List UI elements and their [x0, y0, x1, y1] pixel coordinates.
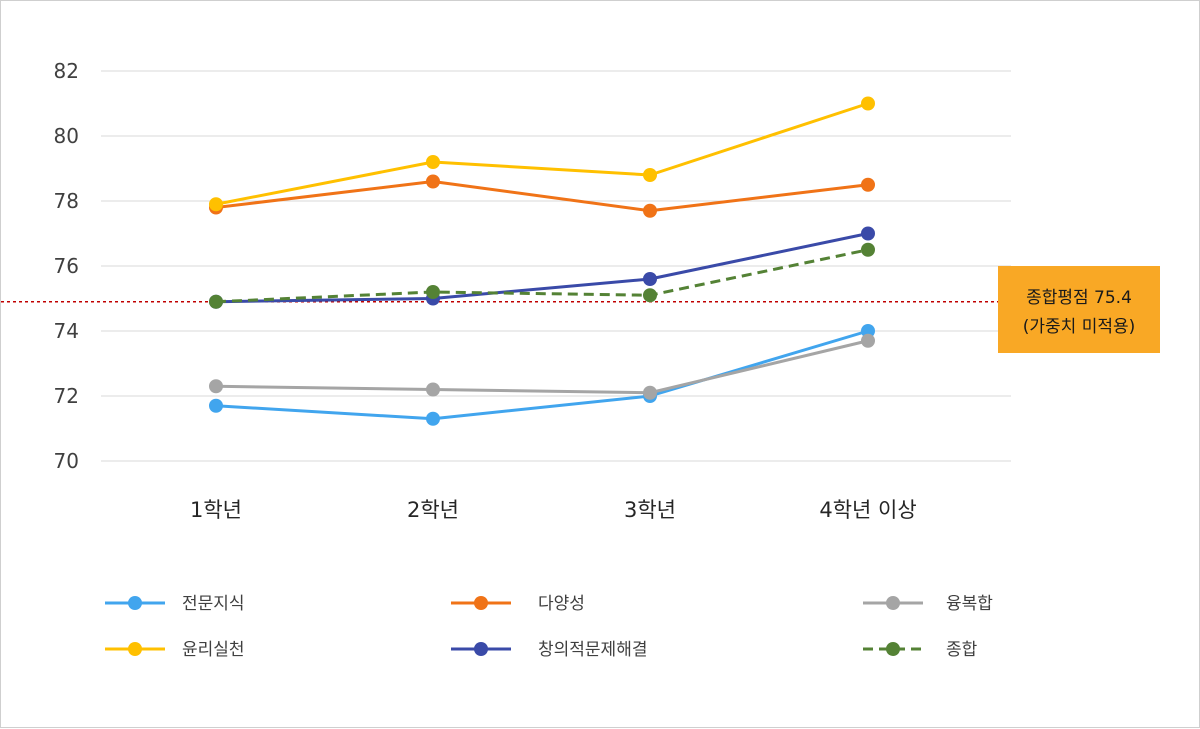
legend-swatch-marker [474, 642, 488, 656]
y-tick-label: 74 [54, 319, 79, 343]
data-point [861, 324, 875, 338]
x-axis-category-labels: 1학년 2학년 3학년 4학년 이상 [190, 498, 917, 522]
legend-item: 다양성 [451, 594, 585, 614]
data-point [209, 197, 223, 212]
data-point [426, 382, 440, 397]
x-category-label: 1학년 [190, 498, 242, 522]
data-point [426, 174, 440, 189]
x-category-label: 2학년 [407, 498, 459, 522]
series-line [215, 102, 869, 206]
legend-label: 종합 [946, 640, 978, 660]
data-point [643, 168, 657, 182]
legend-label: 윤리실천 [182, 640, 245, 660]
data-point [643, 288, 657, 303]
annotation-background [998, 266, 1160, 353]
legend-swatch-marker [474, 596, 488, 610]
y-tick-label: 78 [54, 189, 79, 213]
data-point [426, 285, 440, 299]
legend-swatch-marker [886, 642, 900, 656]
series-0 [209, 324, 875, 426]
legend-swatch-marker [886, 596, 900, 610]
series-2 [209, 333, 875, 400]
series-line [215, 329, 869, 421]
legend-label: 다양성 [538, 594, 585, 614]
series-line [215, 248, 869, 304]
series-line [215, 339, 869, 395]
annotation-line-2: (가중치 미적용) [1023, 317, 1136, 337]
legend-item: 종합 [863, 640, 978, 660]
y-tick-label: 76 [54, 254, 79, 278]
series-line [215, 232, 869, 304]
data-point [643, 203, 657, 218]
legend-label: 전문지식 [182, 594, 245, 614]
x-category-label: 4학년 이상 [819, 498, 916, 522]
data-point [209, 398, 223, 413]
legend-item: 윤리실천 [105, 640, 245, 660]
y-tick-label: 82 [54, 59, 79, 83]
data-point [209, 379, 223, 394]
series-3 [209, 96, 875, 212]
data-point [643, 385, 657, 400]
legend-label: 창의적문제해결 [538, 640, 647, 660]
y-tick-label: 70 [54, 449, 79, 473]
series-5 [209, 242, 875, 309]
legend-label: 융복합 [946, 594, 993, 614]
data-point [643, 272, 657, 286]
y-tick-label: 80 [54, 124, 79, 148]
gridlines [101, 70, 1011, 462]
series-1 [209, 174, 875, 218]
data-point [861, 242, 875, 257]
legend-swatch-marker [128, 642, 142, 656]
data-point [426, 155, 440, 169]
legend-item: 융복합 [863, 594, 993, 614]
annotation-line-1: 종합평점 75.4 [1026, 288, 1132, 308]
legend-swatch-marker [128, 596, 142, 610]
y-tick-label: 72 [54, 384, 79, 408]
data-point [861, 177, 875, 192]
legend-item: 창의적문제해결 [451, 640, 647, 660]
y-axis-tick-labels: 70 72 74 76 78 80 82 [54, 59, 79, 473]
data-point [861, 333, 875, 348]
data-point [861, 226, 875, 241]
x-category-label: 3학년 [624, 498, 676, 522]
annotation-box: 종합평점 75.4 (가중치 미적용) [998, 266, 1160, 353]
legend-item: 전문지식 [105, 594, 245, 614]
data-point [209, 294, 223, 309]
series-line [215, 180, 869, 213]
data-point [426, 411, 440, 426]
series-layer [209, 96, 875, 426]
data-point [861, 96, 875, 111]
